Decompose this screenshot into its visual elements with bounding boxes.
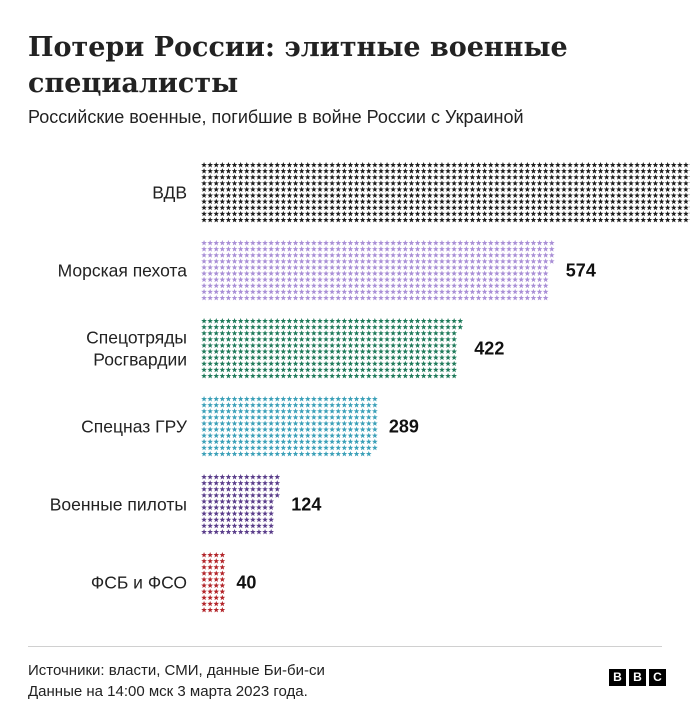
bbc-logo-letter-1: B (609, 669, 626, 686)
value-label: 40 (236, 573, 256, 593)
bar-4 (201, 396, 378, 457)
category-label: Спецназ ГРУ (81, 417, 188, 437)
bar-6 (201, 552, 226, 613)
source-line-1: Источники: власти, СМИ, данные Би-би-си (28, 662, 325, 679)
chart-title: Потери России: элитные военные специалис… (28, 32, 568, 99)
value-label: 422 (474, 339, 504, 359)
bbc-logo-letter-3: C (649, 669, 666, 686)
category-label: Спецотряды Росгвардии (86, 328, 187, 370)
bar-2 (201, 240, 555, 301)
bar-3 (201, 318, 464, 379)
footer-divider (28, 646, 662, 647)
bar-5 (201, 474, 281, 535)
bbc-logo: B B C (609, 669, 666, 686)
star-bar-chart: ВДВ1574Морская пехота574СпецотрядыРосгва… (50, 162, 690, 613)
category-label: Морская пехота (58, 261, 188, 281)
value-label: 124 (291, 495, 321, 515)
bbc-logo-letter-2: B (629, 669, 646, 686)
source-note: Источники: власти, СМИ, данные Би-би-си … (28, 660, 325, 702)
bar-1 (201, 162, 690, 223)
source-line-2: Данные на 14:00 мск 3 марта 2023 года. (28, 683, 308, 700)
value-label: 574 (566, 261, 596, 281)
category-label: Военные пилоты (50, 495, 187, 515)
category-label: ВДВ (152, 183, 187, 203)
value-label: 289 (389, 417, 419, 437)
category-label: ФСБ и ФСО (91, 573, 187, 593)
chart-subtitle: Российские военные, погибшие в войне Рос… (28, 107, 524, 127)
